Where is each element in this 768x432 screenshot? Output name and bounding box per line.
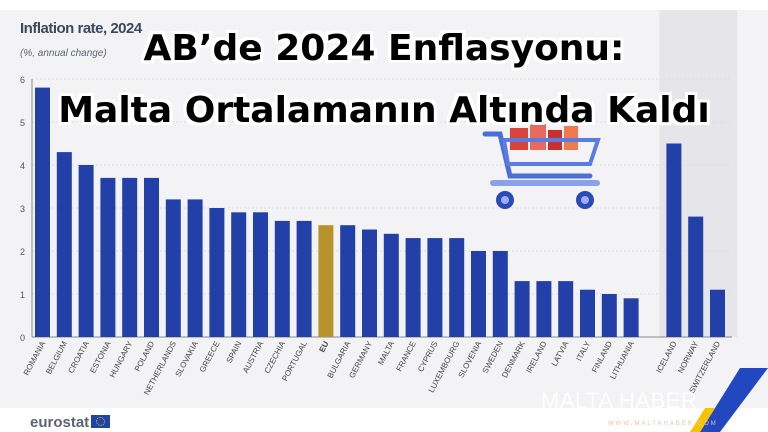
x-tick-label: FRANCE xyxy=(394,340,417,373)
x-tick-label: CROATIA xyxy=(67,339,92,375)
x-tick-label: SWEDEN xyxy=(481,340,506,375)
x-tick-label: EU xyxy=(317,340,330,354)
bar-italy xyxy=(580,289,595,337)
x-tick-label: IRELAND xyxy=(524,340,548,375)
bar-cyprus xyxy=(427,238,443,337)
bar-belgium xyxy=(56,152,72,337)
x-tick-label: SLOVAKIA xyxy=(174,339,201,378)
eurostat-logo: eurostat xyxy=(30,414,111,431)
bar-denmark xyxy=(514,281,530,337)
x-tick-label: CYPRUS xyxy=(416,340,440,374)
bar-spain xyxy=(231,212,247,337)
y-tick-label: 0 xyxy=(20,333,25,343)
malta-haber-logo-icon xyxy=(690,368,768,432)
bar-norway xyxy=(688,216,704,337)
x-tick-label: ESTONIA xyxy=(88,339,113,375)
shopping-cart-icon xyxy=(482,124,601,209)
bar-finland xyxy=(601,294,617,337)
bar-slovenia xyxy=(471,251,486,337)
headline-line-2: Malta Ortalamanın Altında Kaldı xyxy=(58,90,710,131)
x-tick-label: SPAIN xyxy=(225,340,244,365)
x-tick-label: BELGIUM xyxy=(44,339,69,375)
bar-germany xyxy=(362,229,377,337)
bar-croatia xyxy=(78,165,94,337)
bar-portugal xyxy=(296,220,312,337)
x-tick-label: AUSTRIA xyxy=(241,339,266,374)
bar-sweden xyxy=(492,251,508,337)
bar-lithuania xyxy=(623,298,639,337)
bar-netherlands xyxy=(165,199,181,337)
bar-czechia xyxy=(274,220,290,337)
watermark: MALTA HABER xyxy=(541,388,698,413)
bar-ireland xyxy=(536,281,552,337)
x-tick-label: CZECHIA xyxy=(263,339,288,375)
chart-title: Inflation rate, 2024 xyxy=(20,20,142,37)
bar-austria xyxy=(253,212,268,337)
bar-bulgaria xyxy=(340,225,356,337)
y-tick-label: 5 xyxy=(20,118,25,128)
bar-poland xyxy=(144,177,159,337)
bar-slovakia xyxy=(187,199,203,337)
eu-flag-icon xyxy=(91,415,111,428)
y-tick-label: 3 xyxy=(20,204,25,214)
watermark-subtitle: WWW.MALTAHABER.COM xyxy=(608,421,718,427)
chart-subtitle: (%, annual change) xyxy=(20,48,107,59)
bar-eu xyxy=(318,225,334,337)
eurostat-logo-text: eurostat xyxy=(30,414,90,431)
bar-switzerland xyxy=(710,289,725,337)
x-tick-label: FINLAND xyxy=(590,340,614,375)
headline-line-1: AB’de 2024 Enflasyonu: xyxy=(143,28,625,69)
bar-latvia xyxy=(558,281,574,337)
bar-malta xyxy=(383,233,399,337)
bar-romania xyxy=(35,87,50,337)
x-tick-label: ITALY xyxy=(574,339,592,362)
bar-iceland xyxy=(666,143,682,337)
bar-greece xyxy=(209,208,225,337)
x-tick-label: GREECE xyxy=(198,340,222,374)
y-tick-label: 2 xyxy=(20,247,25,257)
x-tick-label: POLAND xyxy=(133,340,156,373)
y-tick-label: 6 xyxy=(20,75,25,85)
bar-estonia xyxy=(100,177,116,337)
y-tick-label: 1 xyxy=(20,290,25,300)
bar-france xyxy=(405,238,421,337)
bar-hungary xyxy=(122,177,138,337)
x-tick-label: LATVIA xyxy=(550,339,571,368)
bar-luxembourg xyxy=(449,238,465,337)
y-tick-label: 4 xyxy=(20,161,25,171)
x-tick-label: MALTA xyxy=(376,339,396,366)
